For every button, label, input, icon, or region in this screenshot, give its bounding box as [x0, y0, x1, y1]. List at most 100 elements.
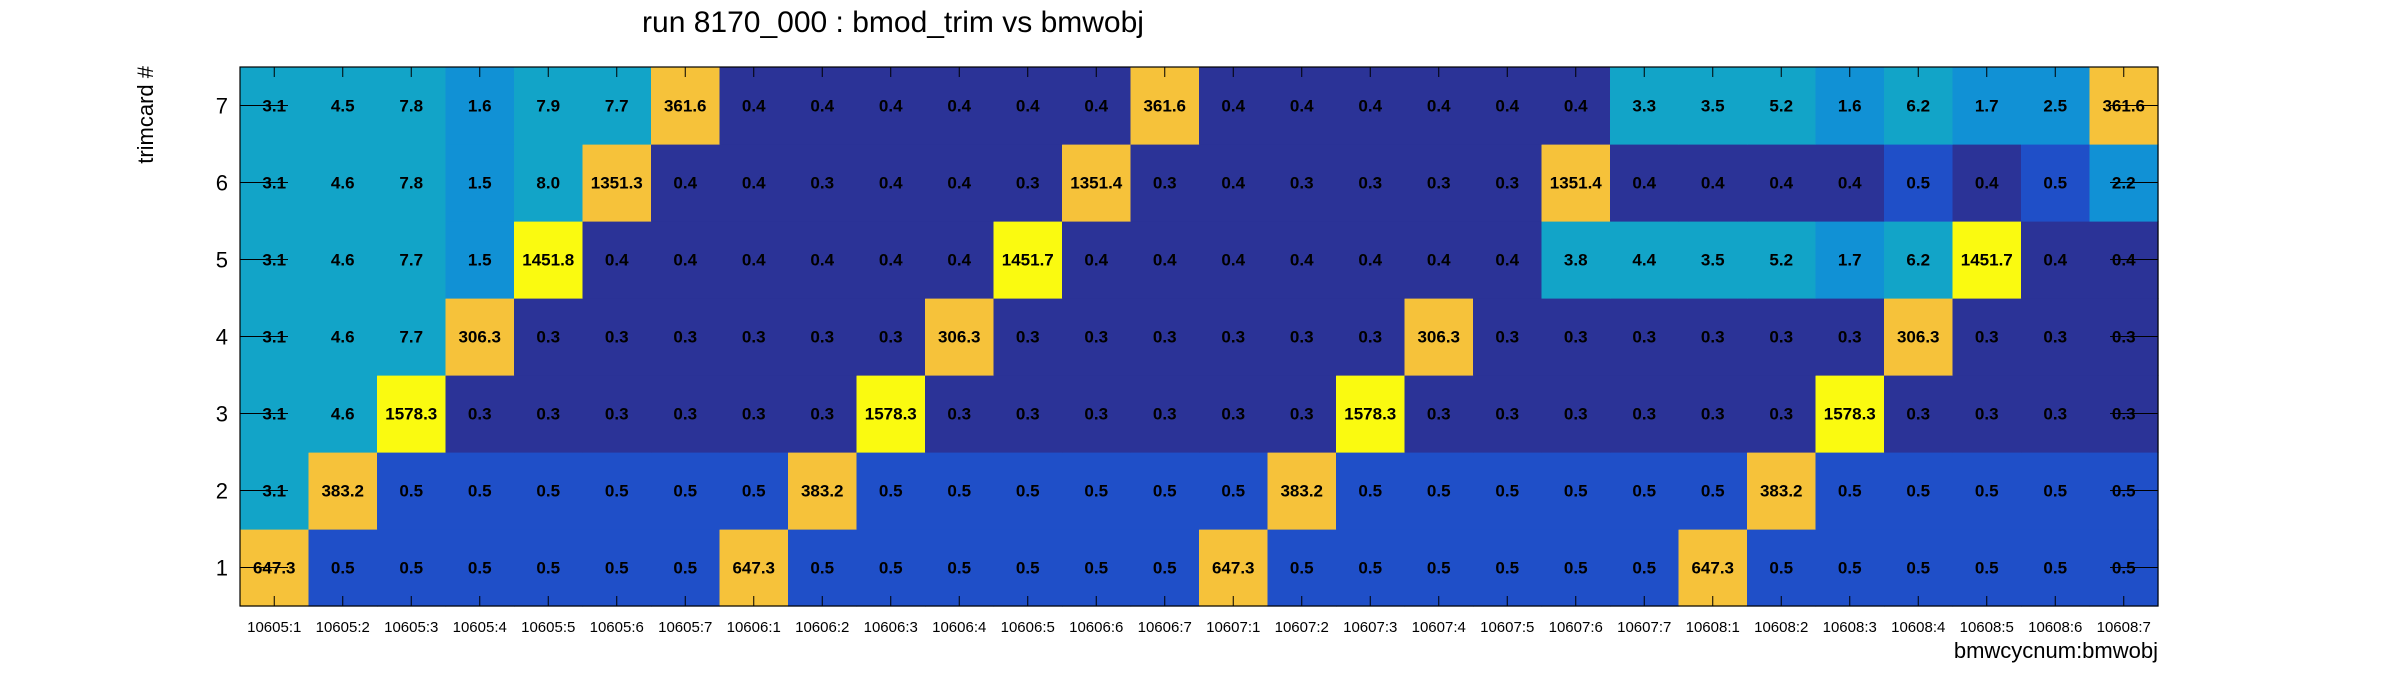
- cell-value-label: 0.4: [810, 251, 834, 270]
- heatmap-cells: 647.3 0.5 0.5 0.5 0.5 0.5 0.5 647.3 0.5 0.5 0.5 0.5…: [240, 67, 2159, 607]
- cell-value-label: 0.5: [1632, 482, 1656, 501]
- cell-value-label: 0.4: [1427, 97, 1451, 116]
- heatmap-cell: [1130, 298, 1200, 376]
- cell-value-label: 0.4: [742, 174, 766, 193]
- cell-value-label: 0.5: [1701, 482, 1725, 501]
- heatmap-cell: [1062, 452, 1132, 530]
- heatmap-cell: [1815, 452, 1885, 530]
- cell-value-label: 0.4: [1084, 97, 1108, 116]
- cell-value-label: 0.3: [1290, 174, 1314, 193]
- cell-value-label: 0.5: [2043, 482, 2067, 501]
- heatmap-cell: [1952, 221, 2022, 299]
- heatmap-cell: [1336, 144, 1406, 222]
- heatmap-cell: [1747, 67, 1817, 145]
- cell-value-label: 1578.3: [385, 405, 437, 424]
- cell-value-label: 0.5: [947, 482, 971, 501]
- cell-value-label: 0.4: [1838, 174, 1862, 193]
- heatmap-cell: [1130, 67, 1200, 145]
- cell-value-label: 0.3: [1358, 174, 1382, 193]
- heatmap-cell: [377, 221, 447, 299]
- heatmap-cell: [1884, 221, 1954, 299]
- x-tick-label: 10605:3: [384, 619, 438, 636]
- cell-value-label: 0.4: [742, 97, 766, 116]
- heatmap-cell: [2021, 298, 2091, 376]
- cell-value-label: 0.4: [1701, 174, 1725, 193]
- cell-value-label: 0.3: [1221, 405, 1245, 424]
- cell-value-label: 0.4: [742, 251, 766, 270]
- y-axis-label: trimcard #: [133, 65, 158, 164]
- cell-value-label: 7.8: [399, 174, 423, 193]
- heatmap-cell: [788, 67, 858, 145]
- cell-value-label: 1578.3: [1344, 405, 1396, 424]
- cell-value-label: 0.3: [1495, 405, 1519, 424]
- x-tick-label: 10608:2: [1754, 619, 1808, 636]
- cell-value-label: 0.3: [1084, 328, 1108, 347]
- x-tick-label: 10608:5: [1960, 619, 2014, 636]
- heatmap-cell: [582, 298, 652, 376]
- x-tick-label: 10606:2: [795, 619, 849, 636]
- heatmap-cell: [1267, 298, 1337, 376]
- cell-value-label: 1351.4: [1550, 174, 1603, 193]
- cell-value-label: 0.5: [2043, 559, 2067, 578]
- heatmap-cell: [1062, 529, 1132, 607]
- cell-value-label: 0.5: [1084, 559, 1108, 578]
- heatmap-cell: [582, 452, 652, 530]
- cell-value-label: 0.3: [1906, 405, 1930, 424]
- heatmap-cell: [582, 144, 652, 222]
- heatmap-cell: [308, 67, 378, 145]
- heatmap-cell: [1747, 452, 1817, 530]
- x-tick-label: 10605:4: [453, 619, 507, 636]
- cell-value-label: 306.3: [458, 328, 501, 347]
- heatmap-cell: [925, 298, 995, 376]
- heatmap-cell: [1610, 375, 1680, 453]
- x-axis-label: bmwcycnum:bmwobj: [1954, 638, 2158, 663]
- cell-value-label: 7.7: [399, 251, 423, 270]
- cell-value-label: 1.5: [468, 251, 492, 270]
- heatmap-cell: [1130, 452, 1200, 530]
- cell-value-label: 1451.7: [1002, 251, 1054, 270]
- cell-value-label: 1451.7: [1961, 251, 2013, 270]
- heatmap-cell: [1336, 221, 1406, 299]
- y-tick-label: 7: [216, 94, 228, 119]
- heatmap-cell: [1952, 298, 2022, 376]
- cell-value-label: 0.5: [1838, 482, 1862, 501]
- cell-value-label: 0.4: [605, 251, 629, 270]
- cell-value-label: 0.3: [1153, 405, 1177, 424]
- x-tick-label: 10608:3: [1823, 619, 1877, 636]
- cell-value-label: 0.3: [468, 405, 492, 424]
- cell-value-label: 0.5: [399, 559, 423, 578]
- heatmap-cell: [514, 375, 584, 453]
- heatmap-cell: [1473, 67, 1543, 145]
- heatmap-cell: [993, 529, 1063, 607]
- cell-value-label: 0.5: [1427, 559, 1451, 578]
- heatmap-cell: [651, 67, 721, 145]
- heatmap-cell: [788, 298, 858, 376]
- cell-value-label: 0.3: [1701, 328, 1725, 347]
- heatmap-cell: [788, 375, 858, 453]
- x-tick-label: 10607:2: [1275, 619, 1329, 636]
- cell-value-label: 0.5: [1564, 559, 1588, 578]
- heatmap-cell: [308, 375, 378, 453]
- chart-axes: 10605:1 10605:2 10605:3 10605:4 10605:5 10605…: [216, 66, 2159, 636]
- heatmap-cell: [925, 375, 995, 453]
- heatmap-cell: [719, 221, 789, 299]
- cell-value-label: 0.4: [1632, 174, 1656, 193]
- heatmap-cell: [1747, 529, 1817, 607]
- cell-value-label: 0.5: [1564, 482, 1588, 501]
- cell-value-label: 0.5: [399, 482, 423, 501]
- cell-value-label: 0.5: [1975, 559, 1999, 578]
- heatmap-cell: [925, 221, 995, 299]
- cell-value-label: 383.2: [1760, 482, 1803, 501]
- heatmap-cell: [1473, 298, 1543, 376]
- x-tick-label: 10605:2: [316, 619, 370, 636]
- heatmap-cell: [1541, 221, 1611, 299]
- heatmap-cell: [445, 144, 515, 222]
- cell-value-label: 0.5: [1906, 482, 1930, 501]
- heatmap-cell: [1199, 529, 1269, 607]
- cell-value-label: 7.9: [536, 97, 560, 116]
- y-tick-label: 2: [216, 479, 228, 504]
- heatmap-cell: [1199, 221, 1269, 299]
- heatmap-cell: [1336, 452, 1406, 530]
- heatmap-cell: [514, 221, 584, 299]
- heatmap-cell: [651, 144, 721, 222]
